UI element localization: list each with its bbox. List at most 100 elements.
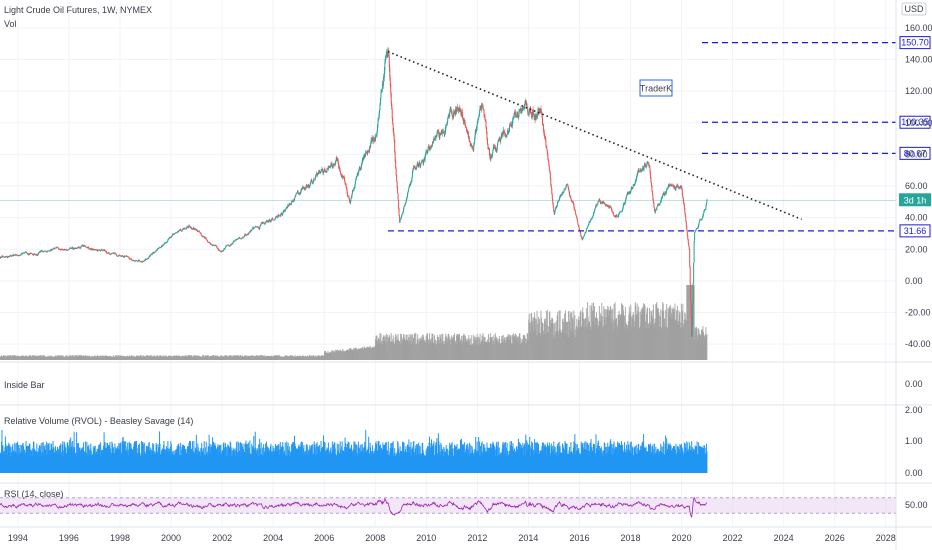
candle-body	[704, 208, 706, 210]
candle-body	[685, 216, 687, 222]
candle-body	[488, 147, 490, 149]
candle-body	[249, 231, 251, 233]
candle-body	[24, 252, 26, 254]
candle-body	[362, 157, 364, 160]
candle-body	[139, 260, 141, 262]
candle-body	[382, 77, 384, 86]
candle-body	[672, 185, 674, 187]
candle-body	[637, 171, 639, 175]
candle-body	[216, 246, 218, 248]
candle-body	[632, 184, 634, 188]
candle-body	[396, 181, 398, 188]
candle-body	[646, 161, 648, 166]
candle-body	[583, 236, 585, 237]
candle-body	[150, 254, 152, 256]
candle-body	[515, 115, 517, 117]
candle-body	[621, 211, 623, 212]
candle-body	[402, 213, 404, 215]
candle-body	[390, 84, 392, 94]
candle-body	[11, 254, 13, 257]
candle-body	[449, 108, 451, 113]
candle-body	[355, 176, 357, 179]
candle-body	[411, 172, 413, 178]
candle-body	[602, 202, 604, 203]
candle-body	[297, 190, 299, 194]
candle-body	[409, 183, 411, 186]
candle-body	[247, 232, 249, 235]
candle-body	[491, 155, 493, 158]
candle-body	[485, 127, 487, 132]
candle-body	[52, 248, 54, 250]
candle-body	[520, 109, 522, 111]
candle-body	[431, 145, 433, 147]
candle-body	[244, 234, 246, 236]
candle-body	[503, 129, 505, 134]
candle-body	[375, 135, 377, 137]
candle-body	[243, 236, 245, 238]
candle-body	[300, 190, 302, 193]
candle-body	[621, 209, 623, 212]
candle-body	[587, 226, 589, 228]
candle-body	[675, 186, 677, 190]
candle-body	[311, 179, 313, 182]
candle-body	[683, 201, 685, 205]
candle-body	[188, 225, 190, 227]
candle-body	[352, 190, 354, 191]
candle-body	[677, 185, 679, 188]
candle-body	[646, 165, 648, 167]
candle-body	[129, 259, 131, 260]
candle-body	[692, 303, 694, 324]
candle-body	[188, 226, 190, 228]
candle-body	[294, 198, 296, 200]
candle-body	[110, 253, 112, 255]
candle-body	[408, 187, 410, 190]
candle-body	[155, 251, 157, 253]
candle-body	[682, 197, 684, 202]
candle-body	[578, 227, 580, 230]
candle-body	[178, 230, 180, 233]
candle-body	[429, 146, 431, 150]
candle-body	[670, 184, 672, 187]
price-candles	[0, 47, 708, 337]
candle-body	[53, 248, 55, 250]
candle-body	[118, 255, 120, 257]
candle-body	[513, 113, 515, 115]
candle-body	[622, 203, 624, 207]
candle-body	[485, 119, 487, 122]
candle-body	[342, 176, 344, 178]
candle-body	[59, 249, 61, 250]
candle-body	[474, 137, 476, 143]
candle-body	[310, 181, 312, 184]
candle-body	[636, 174, 638, 177]
candle-body	[361, 163, 363, 166]
candle-body	[566, 184, 568, 186]
candle-body	[648, 164, 650, 166]
candle-body	[323, 170, 325, 173]
candle-body	[292, 200, 294, 202]
candle-body	[115, 254, 117, 255]
candle-body	[176, 232, 178, 234]
candle-body	[552, 198, 554, 204]
candle-body	[698, 222, 700, 225]
candle-body	[532, 109, 534, 113]
candle-body	[90, 248, 92, 250]
candle-body	[393, 130, 395, 136]
candle-body	[640, 169, 642, 172]
candle-body	[205, 237, 207, 239]
candle-body	[667, 186, 669, 188]
candle-body	[410, 181, 412, 184]
candle-body	[273, 219, 275, 221]
candle-body	[249, 230, 251, 233]
candle-body	[160, 247, 162, 248]
candle-body	[702, 213, 704, 216]
candle-body	[347, 192, 349, 196]
candle-body	[389, 67, 391, 78]
candle-body	[223, 249, 225, 250]
candle-body	[404, 202, 406, 205]
candle-body	[183, 227, 185, 229]
candle-body	[300, 189, 302, 191]
candle-body	[506, 134, 508, 136]
candle-body	[207, 240, 209, 243]
candle-body	[557, 201, 559, 205]
